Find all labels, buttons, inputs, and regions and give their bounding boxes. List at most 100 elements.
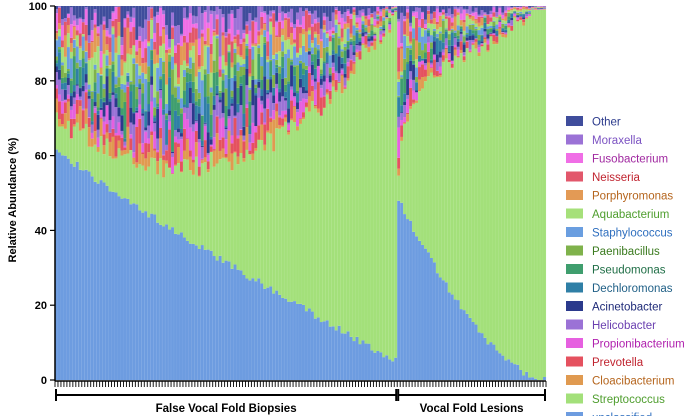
bar-segment-aquabacterium [248, 76, 252, 88]
bar-segment-prevotella [322, 96, 326, 108]
bar-segment-helicobacter [60, 89, 64, 102]
bar-segment-porphyromonas [415, 40, 419, 60]
bar-segment-porphyromonas [138, 48, 142, 66]
bar-segment-unclassified [403, 214, 407, 380]
bar-segment-prevotella [394, 10, 398, 12]
bar-segment-streptococcus [66, 120, 70, 159]
sample-bar [364, 6, 368, 380]
bar-segment-moraxella [150, 6, 154, 9]
bar-segment-acinetobacter [498, 20, 502, 22]
bar-segment-aquabacterium [483, 15, 487, 17]
bar-segment-prevotella [444, 47, 448, 50]
bar-segment-helicobacter [102, 116, 106, 122]
bar-segment-unclassified [346, 331, 350, 380]
sample-bar [81, 6, 85, 380]
bar-segment-pseudomonas [251, 75, 255, 80]
bar-segment-dechloromonas [456, 38, 460, 42]
bar-segment-moraxella [108, 19, 112, 35]
bar-segment-fusobacterium [275, 22, 279, 36]
bar-segment-porphyromonas [236, 46, 240, 55]
bar-segment-cloacibacterium [251, 153, 255, 161]
bar-segment-moraxella [477, 14, 481, 17]
bar-segment-helicobacter [403, 105, 407, 118]
bar-segment-porphyromonas [406, 18, 410, 37]
bar-segment-moraxella [316, 17, 320, 23]
bar-segment-prevotella [129, 138, 133, 151]
bar-segment-moraxella [233, 18, 237, 36]
bar-segment-streptococcus [400, 140, 404, 203]
bar-segment-acinetobacter [224, 127, 228, 130]
bar-segment-staphylococcus [159, 57, 163, 77]
bar-segment-fusobacterium [299, 24, 303, 27]
bar-segment-prevotella [352, 62, 356, 64]
bar-segment-paenibacillus [459, 25, 463, 27]
bar-segment-other [135, 6, 139, 40]
bar-segment-porphyromonas [516, 9, 520, 11]
bar-segment-neisseria [215, 19, 219, 35]
bar-segment-other [153, 6, 157, 17]
sample-bar [486, 6, 490, 380]
bar-segment-aquabacterium [373, 27, 377, 33]
bar-segment-neisseria [147, 20, 151, 42]
sample-bar [543, 6, 547, 380]
bar-segment-propionibacterium [129, 134, 133, 139]
bar-segment-prevotella [373, 38, 377, 42]
bar-segment-paenibacillus [251, 59, 255, 76]
bar-segment-helicobacter [108, 120, 112, 133]
sample-bar [534, 6, 538, 380]
bar-segment-fusobacterium [218, 56, 222, 70]
bar-segment-aquabacterium [209, 72, 213, 88]
bar-segment-pseudomonas [236, 87, 240, 104]
sample-bar [78, 6, 82, 380]
bar-segment-neisseria [171, 27, 175, 40]
bar-segment-pseudomonas [421, 58, 425, 59]
bar-segment-staphylococcus [429, 35, 433, 43]
bar-segment-cloacibacterium [233, 151, 237, 153]
sample-bar [352, 6, 356, 380]
bar-segment-helicobacter [147, 125, 151, 139]
bar-segment-moraxella [492, 6, 496, 8]
bar-segment-porphyromonas [168, 49, 172, 54]
bar-segment-other [397, 6, 401, 19]
bar-segment-streptococcus [275, 128, 279, 291]
bar-segment-paenibacillus [197, 92, 201, 99]
bar-segment-dechloromonas [174, 110, 178, 131]
bar-segment-moraxella [480, 10, 484, 16]
bar-segment-acinetobacter [352, 52, 356, 56]
bar-segment-other [346, 6, 350, 10]
bar-segment-prevotella [69, 118, 73, 139]
bar-segment-pseudomonas [492, 25, 496, 28]
bar-segment-propionibacterium [263, 122, 267, 125]
bar-segment-porphyromonas [450, 25, 454, 29]
bar-segment-helicobacter [263, 108, 267, 123]
bar-segment-dechloromonas [272, 87, 276, 96]
bar-segment-helicobacter [483, 31, 487, 37]
bar-segment-streptococcus [525, 18, 529, 372]
bar-segment-helicobacter [409, 71, 413, 80]
legend-item: Moraxella [566, 134, 642, 147]
bar-segment-porphyromonas [233, 39, 237, 44]
sample-bar [156, 6, 160, 380]
bar-segment-streptococcus [296, 130, 300, 304]
bar-segment-neisseria [55, 30, 59, 34]
bar-segment-fusobacterium [141, 41, 145, 58]
bar-segment-propionibacterium [421, 60, 425, 65]
bar-segment-pseudomonas [409, 49, 413, 55]
bar-segment-paenibacillus [358, 33, 362, 38]
bar-segment-porphyromonas [93, 27, 97, 53]
bar-segment-moraxella [123, 18, 127, 20]
bar-segment-prevotella [418, 67, 422, 80]
bar-segment-cloacibacterium [543, 9, 547, 10]
bar-segment-unclassified [299, 303, 303, 380]
bar-segment-porphyromonas [525, 8, 529, 10]
bar-segment-propionibacterium [251, 122, 255, 143]
bar-segment-aquabacterium [174, 64, 178, 87]
bar-segment-porphyromonas [102, 29, 106, 54]
bar-segment-neisseria [379, 16, 383, 22]
bar-segment-fusobacterium [290, 22, 294, 27]
bar-segment-unclassified [444, 282, 448, 380]
bar-segment-unclassified [296, 303, 300, 380]
bar-segment-porphyromonas [474, 19, 478, 24]
bar-segment-streptococcus [233, 152, 237, 265]
bar-segment-porphyromonas [504, 16, 508, 21]
